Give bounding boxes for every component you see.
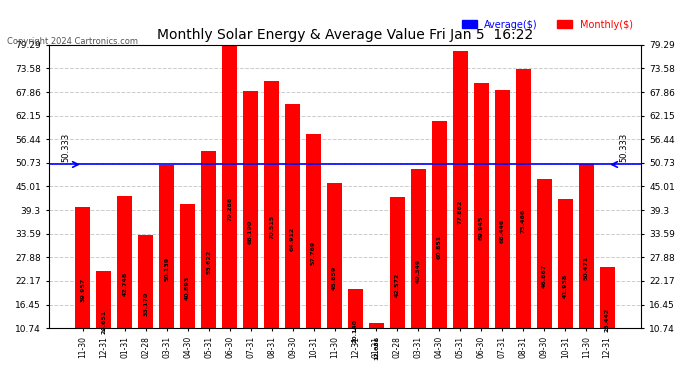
Text: 33.170: 33.170 [144, 292, 148, 316]
Text: 50.139: 50.139 [164, 257, 169, 281]
Text: 20.140: 20.140 [353, 319, 358, 343]
Bar [453, 51, 468, 372]
Bar [201, 151, 216, 372]
Text: 69.945: 69.945 [479, 216, 484, 240]
Bar [306, 134, 321, 372]
Text: 68.446: 68.446 [500, 219, 505, 243]
Text: 50.471: 50.471 [584, 256, 589, 280]
Text: 25.442: 25.442 [604, 308, 610, 332]
Bar [348, 289, 363, 372]
Bar [516, 69, 531, 372]
Text: 50.333: 50.333 [61, 133, 70, 162]
Text: 64.912: 64.912 [290, 226, 295, 251]
Bar [558, 199, 573, 372]
Bar [180, 204, 195, 372]
Text: 73.466: 73.466 [521, 209, 526, 233]
Text: 39.957: 39.957 [80, 278, 86, 302]
Bar [244, 91, 258, 372]
Text: Copyright 2024 Cartronics.com: Copyright 2024 Cartronics.com [7, 38, 138, 46]
Text: 40.893: 40.893 [185, 276, 190, 300]
Text: 49.349: 49.349 [416, 258, 421, 283]
Bar [264, 81, 279, 372]
Text: 24.651: 24.651 [101, 309, 106, 334]
Bar [117, 196, 132, 372]
Bar [432, 121, 446, 372]
Text: 60.851: 60.851 [437, 235, 442, 259]
Legend: Average($), Monthly($): Average($), Monthly($) [458, 16, 637, 33]
Title: Monthly Solar Energy & Average Value Fri Jan 5  16:22: Monthly Solar Energy & Average Value Fri… [157, 28, 533, 42]
Text: 46.867: 46.867 [542, 264, 546, 288]
Bar [579, 164, 593, 372]
Bar [139, 236, 153, 372]
Text: 42.748: 42.748 [122, 272, 127, 296]
Bar [222, 45, 237, 372]
Bar [159, 165, 174, 372]
Text: 77.862: 77.862 [458, 200, 463, 224]
Bar [495, 90, 510, 372]
Text: 41.938: 41.938 [563, 274, 568, 298]
Text: 12.086: 12.086 [374, 336, 379, 360]
Bar [474, 83, 489, 372]
Bar [600, 267, 615, 372]
Bar [390, 196, 405, 372]
Text: 42.572: 42.572 [395, 272, 400, 297]
Bar [97, 271, 111, 372]
Text: 53.622: 53.622 [206, 250, 211, 274]
Text: 45.859: 45.859 [332, 266, 337, 290]
Text: 79.288: 79.288 [227, 196, 232, 221]
Bar [369, 322, 384, 372]
Bar [537, 179, 551, 372]
Text: 57.769: 57.769 [311, 241, 316, 265]
Bar [327, 183, 342, 372]
Text: 68.190: 68.190 [248, 219, 253, 244]
Bar [285, 104, 300, 372]
Bar [75, 207, 90, 372]
Text: 70.515: 70.515 [269, 215, 274, 239]
Text: 50.333: 50.333 [620, 133, 629, 162]
Bar [411, 168, 426, 372]
